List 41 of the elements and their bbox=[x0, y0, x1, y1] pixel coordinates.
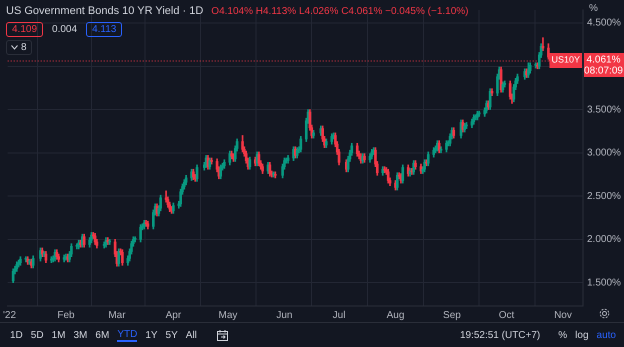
text: 08:07:09 bbox=[584, 66, 624, 77]
x-tick-label: Aug bbox=[386, 310, 404, 321]
text: YTD bbox=[117, 329, 138, 342]
text: 1Y bbox=[145, 330, 158, 341]
text: % bbox=[589, 3, 598, 14]
text: 6M bbox=[95, 330, 110, 341]
annotation: 8 bbox=[21, 42, 27, 53]
y-tick-label: 2.000% bbox=[587, 234, 622, 246]
annotation: US10Y bbox=[551, 54, 580, 64]
ref-line-label: 4.061% bbox=[586, 54, 621, 66]
y-tick-label: 3.000% bbox=[587, 148, 622, 159]
x-tick-label: '22 bbox=[2, 310, 16, 321]
text: 1M bbox=[52, 330, 66, 341]
text: log bbox=[575, 330, 589, 341]
x-tick-label: Apr bbox=[166, 310, 182, 321]
x-tick-label: Oct bbox=[498, 310, 515, 321]
annotation: 4.109 bbox=[6, 22, 44, 37]
x-tick-label: May bbox=[218, 310, 238, 321]
y-tick-label: 1.500% bbox=[587, 277, 622, 288]
x-tick-label: Jul bbox=[332, 310, 346, 321]
text: 3M bbox=[74, 330, 88, 341]
x-tick-label: Mar bbox=[108, 310, 126, 321]
y-tick-label: 4.500% bbox=[587, 18, 622, 29]
x-tick-label: Jun bbox=[276, 310, 292, 321]
text: 1D bbox=[10, 330, 23, 341]
x-tick-label: Sep bbox=[443, 310, 462, 321]
y-tick-label: 3.500% bbox=[587, 104, 622, 116]
text: 5D bbox=[30, 330, 44, 341]
text: % bbox=[558, 330, 568, 341]
chart-title: US Government Bonds 10 YR Yield · 1D bbox=[6, 5, 204, 17]
text: 5Y bbox=[166, 330, 178, 341]
annotation: 0.004 bbox=[51, 23, 78, 36]
x-tick-label: Nov bbox=[554, 310, 572, 321]
annotation: 4.113 bbox=[86, 22, 122, 37]
text: All bbox=[186, 330, 197, 341]
text: auto bbox=[596, 330, 616, 341]
x-tick-label: Feb bbox=[57, 310, 76, 321]
y-tick-label: 2.500% bbox=[587, 190, 622, 202]
text: 19:52:51 (UTC+7) bbox=[460, 330, 540, 341]
candlestick bbox=[542, 37, 544, 52]
annotation: O4.104% H4.113% L4.026% C4.061% −0.045% (−1.10%) bbox=[211, 6, 469, 17]
